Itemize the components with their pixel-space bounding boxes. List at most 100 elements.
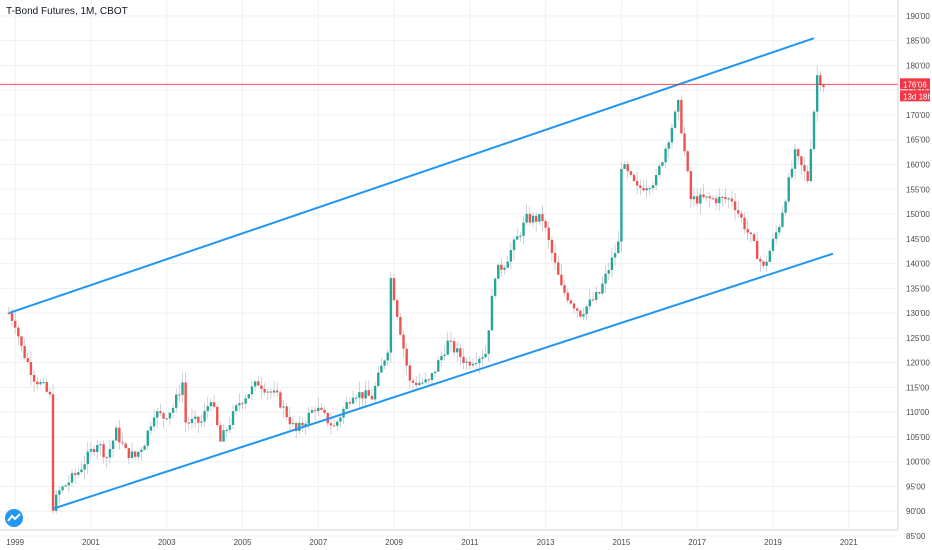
candle-body <box>557 262 560 275</box>
candle-body <box>260 385 263 389</box>
y-tick-label: 95'00 <box>906 482 926 491</box>
candle-body <box>774 232 778 239</box>
candle-body <box>639 185 642 188</box>
countdown-box <box>900 90 930 102</box>
candle-body <box>298 422 301 432</box>
candle-body <box>301 422 304 426</box>
x-tick-label: 2021 <box>840 538 858 547</box>
tradingview-logo-icon[interactable] <box>4 508 24 528</box>
candle-body <box>279 392 282 408</box>
candle-body <box>430 373 434 380</box>
candle-body <box>702 194 705 198</box>
candle-body <box>108 448 112 458</box>
candle-body <box>149 426 153 431</box>
candle-body <box>771 238 775 251</box>
x-tick-label: 2005 <box>234 538 252 547</box>
candle-body <box>184 382 187 423</box>
candle-body <box>39 382 42 385</box>
candle-body <box>156 411 159 418</box>
time-axis[interactable]: 1999 2001 2003 2005 2007 2009 2011 2013 2015 2017… <box>0 529 898 547</box>
candle-body <box>613 253 617 258</box>
candle-body <box>250 386 254 395</box>
candle-body <box>216 406 219 426</box>
candle-body <box>13 320 17 328</box>
candle-body <box>471 363 475 366</box>
candle-body <box>528 213 532 223</box>
candle-body <box>800 156 803 166</box>
candle-body <box>765 261 768 266</box>
candle-body <box>661 162 664 166</box>
y-tick-label: 120'00 <box>906 359 930 368</box>
candle-body <box>102 444 105 458</box>
candle-body <box>329 423 333 426</box>
candle-body <box>686 151 689 172</box>
candle-body <box>538 214 541 222</box>
candle-body <box>740 213 743 218</box>
candle-body <box>733 201 737 211</box>
candle-body <box>231 411 235 425</box>
candle-body <box>45 382 48 392</box>
candle-body <box>437 360 440 372</box>
candle-body <box>418 382 421 386</box>
candle-body <box>294 423 298 432</box>
y-tick-label: 180'00 <box>906 61 930 70</box>
candle-body <box>276 390 279 393</box>
candle-body <box>339 417 342 422</box>
candle-body <box>547 227 550 240</box>
candle-body <box>768 250 772 262</box>
candle-body <box>617 241 620 254</box>
candle-body <box>402 334 405 349</box>
candle-body <box>86 451 89 465</box>
candle-body <box>317 407 320 412</box>
candle-body <box>411 380 415 383</box>
y-tick-label: 190'00 <box>906 12 930 21</box>
candle-body <box>626 164 629 172</box>
price-tag-value: 176'06 <box>903 80 927 89</box>
candle-body <box>17 327 20 337</box>
channel-line-upper[interactable] <box>8 37 815 315</box>
candle-body <box>234 405 238 412</box>
candle-body <box>689 171 693 200</box>
candle-body <box>651 185 655 189</box>
candle-body <box>544 221 547 228</box>
candle-body <box>648 188 652 190</box>
y-tick-label: 185'00 <box>906 37 930 46</box>
candle-body <box>399 316 402 335</box>
candle-body <box>623 164 626 169</box>
candle-body <box>607 270 610 274</box>
candle-body <box>367 390 370 396</box>
channel-line-lower[interactable] <box>52 252 834 510</box>
y-tick-label: 145'00 <box>906 235 930 244</box>
price-tag: 176'06 13d 18h <box>900 78 932 102</box>
candle-body <box>165 418 168 420</box>
candle-body <box>83 464 86 470</box>
candle-body <box>525 213 528 223</box>
candle-body <box>569 300 573 304</box>
candle-body <box>159 411 162 414</box>
candle-body <box>673 111 677 128</box>
candle-body <box>23 346 26 359</box>
candle-body <box>803 165 806 172</box>
candle-body <box>152 417 156 427</box>
y-tick-label: 140'00 <box>906 260 930 269</box>
trend-channel[interactable] <box>8 37 834 510</box>
candle-body <box>718 196 721 204</box>
candle-body <box>121 442 124 444</box>
candle-body <box>654 174 658 186</box>
candle-body <box>263 388 266 393</box>
candle-body <box>332 425 336 427</box>
candle-body <box>269 391 273 393</box>
price-tag-box <box>900 78 930 90</box>
candle-body <box>351 397 355 404</box>
candle-body <box>114 427 118 441</box>
candle-body <box>635 181 639 186</box>
candle-body <box>746 229 749 233</box>
candle-body <box>36 381 39 385</box>
candle-body <box>572 303 576 309</box>
candle-body <box>383 360 386 366</box>
candle-body <box>7 313 11 315</box>
candle-body <box>563 285 566 293</box>
x-tick-label: 2019 <box>764 538 782 547</box>
candle-body <box>604 273 607 284</box>
